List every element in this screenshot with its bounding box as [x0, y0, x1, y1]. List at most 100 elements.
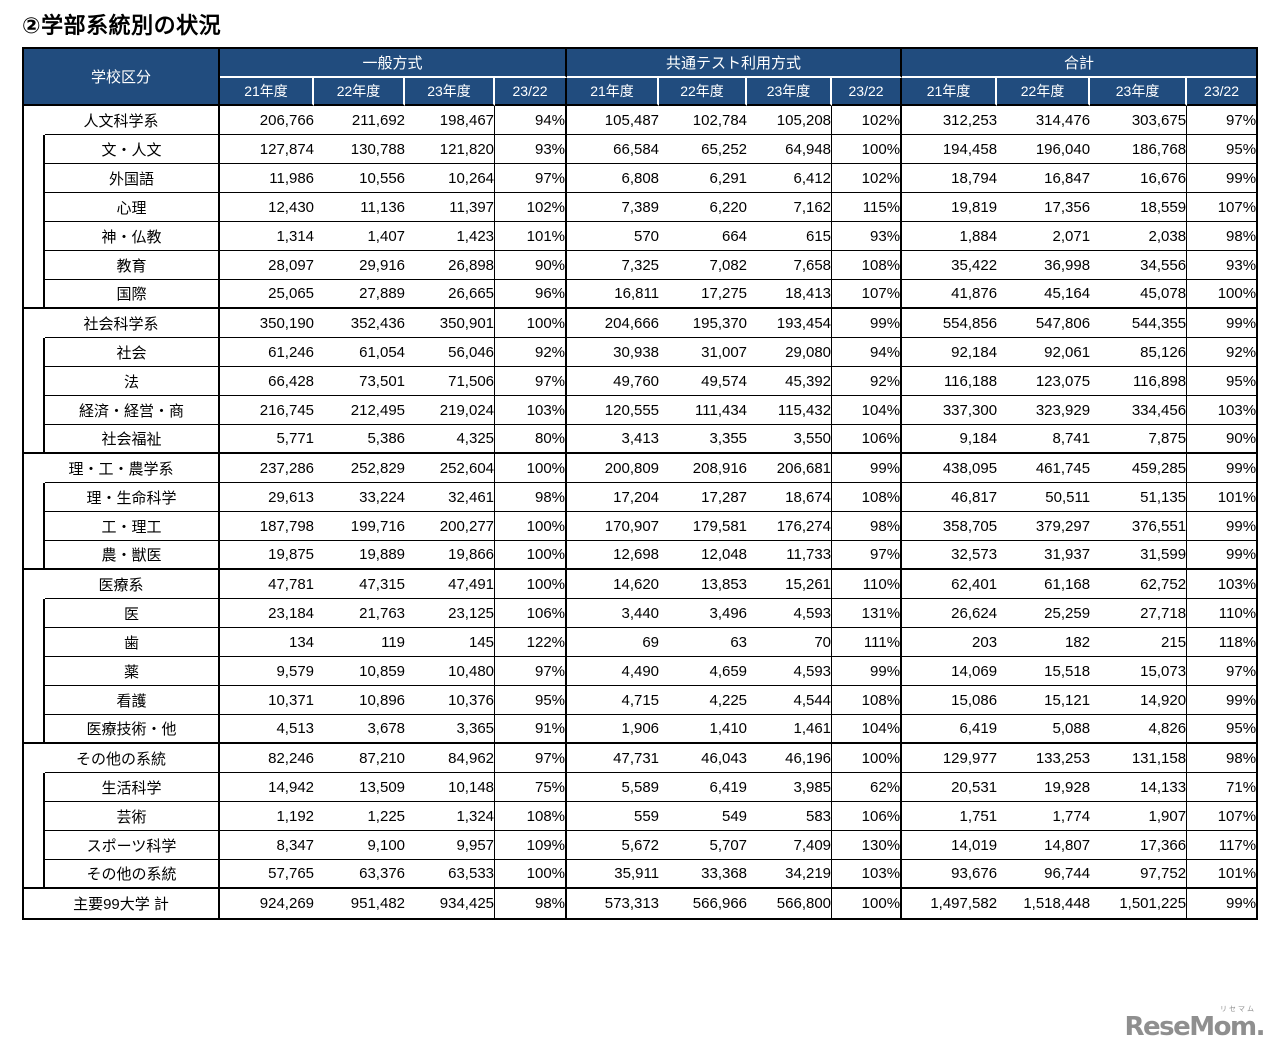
value-cell: 5,088 [997, 715, 1091, 744]
ratio-cell: 100% [832, 135, 903, 164]
resemom-watermark: リセマム ReseMom. [1125, 1006, 1266, 1040]
value-cell: 102,784 [659, 106, 748, 135]
value-cell: 2,071 [997, 222, 1091, 251]
value-cell: 1,518,448 [997, 889, 1091, 918]
value-cell: 35,911 [567, 860, 660, 889]
ratio-cell: 99% [832, 657, 903, 686]
row-label: 歯 [45, 628, 221, 657]
value-cell: 26,665 [405, 280, 496, 309]
ratio-cell: 97% [1187, 106, 1257, 135]
ratio-cell: 100% [495, 570, 568, 599]
value-cell: 10,264 [405, 164, 496, 193]
value-cell: 7,162 [747, 193, 833, 222]
value-cell: 7,409 [747, 831, 833, 860]
value-cell: 1,314 [220, 222, 315, 251]
value-cell: 3,550 [747, 425, 833, 454]
value-cell: 62,401 [902, 570, 998, 599]
value-cell: 1,751 [902, 802, 998, 831]
value-cell: 9,579 [220, 657, 315, 686]
row-indent [24, 106, 45, 135]
value-cell: 4,325 [405, 425, 496, 454]
value-cell: 64,948 [747, 135, 833, 164]
value-cell: 15,121 [997, 686, 1091, 715]
column-header: 21年度 [220, 78, 315, 106]
value-cell: 252,604 [405, 454, 496, 483]
value-cell: 23,125 [405, 599, 496, 628]
table-row: 薬 9,579 10,859 10,480 97% 4,490 4,659 4,593 99% 1… [24, 657, 1257, 686]
value-cell: 13,853 [659, 570, 748, 599]
ratio-cell: 98% [495, 889, 568, 918]
column-group-header: 一般方式 [220, 49, 568, 78]
row-indent [24, 338, 45, 367]
value-cell: 3,496 [659, 599, 748, 628]
ratio-cell: 106% [495, 599, 568, 628]
ratio-cell: 100% [495, 309, 568, 338]
value-cell: 18,413 [747, 280, 833, 309]
ratio-cell: 99% [832, 309, 903, 338]
column-header: 23年度 [1090, 78, 1188, 106]
value-cell: 934,425 [405, 889, 496, 918]
row-indent [24, 570, 45, 599]
row-label: 薬 [45, 657, 221, 686]
row-label: 医療技術・他 [45, 715, 221, 744]
column-header: 23年度 [747, 78, 833, 106]
row-indent [24, 599, 45, 628]
ratio-cell: 106% [832, 425, 903, 454]
value-cell: 334,456 [1090, 396, 1188, 425]
value-cell: 84,962 [405, 744, 496, 773]
value-cell: 4,593 [747, 657, 833, 686]
value-cell: 28,097 [220, 251, 315, 280]
value-cell: 105,487 [567, 106, 660, 135]
value-cell: 61,054 [314, 338, 406, 367]
ratio-cell: 118% [1187, 628, 1257, 657]
value-cell: 45,164 [997, 280, 1091, 309]
table-row: 社会 61,246 61,054 56,046 92% 30,938 31,007 29,08… [24, 338, 1257, 367]
value-cell: 1,774 [997, 802, 1091, 831]
column-header: 22年度 [997, 78, 1091, 106]
table-header: 学校区分 一般方式 共通テスト利用方式 合計 21年度 22年度 23年度 23/22 21… [24, 49, 1257, 106]
ratio-cell: 97% [832, 541, 903, 570]
value-cell: 63,533 [405, 860, 496, 889]
corner-header: 学校区分 [24, 49, 221, 106]
table-row: 医療技術・他 4,513 3,678 3,365 91% 1,906 1,410 1,461 1… [24, 715, 1257, 744]
row-label: 理・工・農学系 [45, 454, 221, 483]
value-cell: 7,325 [567, 251, 660, 280]
ratio-cell: 104% [832, 396, 903, 425]
value-cell: 19,889 [314, 541, 406, 570]
value-cell: 179,581 [659, 512, 748, 541]
value-cell: 570 [567, 222, 660, 251]
value-cell: 123,075 [997, 367, 1091, 396]
value-cell: 187,798 [220, 512, 315, 541]
value-cell: 559 [567, 802, 660, 831]
value-cell: 34,556 [1090, 251, 1188, 280]
value-cell: 85,126 [1090, 338, 1188, 367]
ratio-cell: 100% [832, 744, 903, 773]
value-cell: 573,313 [567, 889, 660, 918]
value-cell: 46,196 [747, 744, 833, 773]
value-cell: 549 [659, 802, 748, 831]
row-indent [24, 773, 45, 802]
table-row: 理・生命科学 29,613 33,224 32,461 98% 17,204 17,287 1… [24, 483, 1257, 512]
value-cell: 5,589 [567, 773, 660, 802]
value-cell: 3,413 [567, 425, 660, 454]
table-row: 生活科学 14,942 13,509 10,148 75% 5,589 6,419 3,985… [24, 773, 1257, 802]
ratio-cell: 96% [495, 280, 568, 309]
value-cell: 1,497,582 [902, 889, 998, 918]
group-header-row: 学校区分 一般方式 共通テスト利用方式 合計 [24, 49, 1257, 106]
value-cell: 5,386 [314, 425, 406, 454]
row-label: 看護 [45, 686, 221, 715]
ratio-cell: 97% [495, 164, 568, 193]
ratio-cell: 92% [832, 367, 903, 396]
value-cell: 1,192 [220, 802, 315, 831]
value-cell: 182 [997, 628, 1091, 657]
value-cell: 664 [659, 222, 748, 251]
value-cell: 9,957 [405, 831, 496, 860]
value-cell: 69 [567, 628, 660, 657]
ratio-cell: 92% [495, 338, 568, 367]
ratio-cell: 92% [1187, 338, 1257, 367]
value-cell: 97,752 [1090, 860, 1188, 889]
value-cell: 15,086 [902, 686, 998, 715]
value-cell: 26,898 [405, 251, 496, 280]
value-cell: 29,613 [220, 483, 315, 512]
